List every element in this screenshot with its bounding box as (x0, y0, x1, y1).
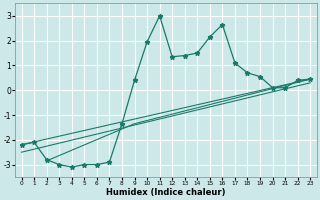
X-axis label: Humidex (Indice chaleur): Humidex (Indice chaleur) (106, 188, 226, 197)
